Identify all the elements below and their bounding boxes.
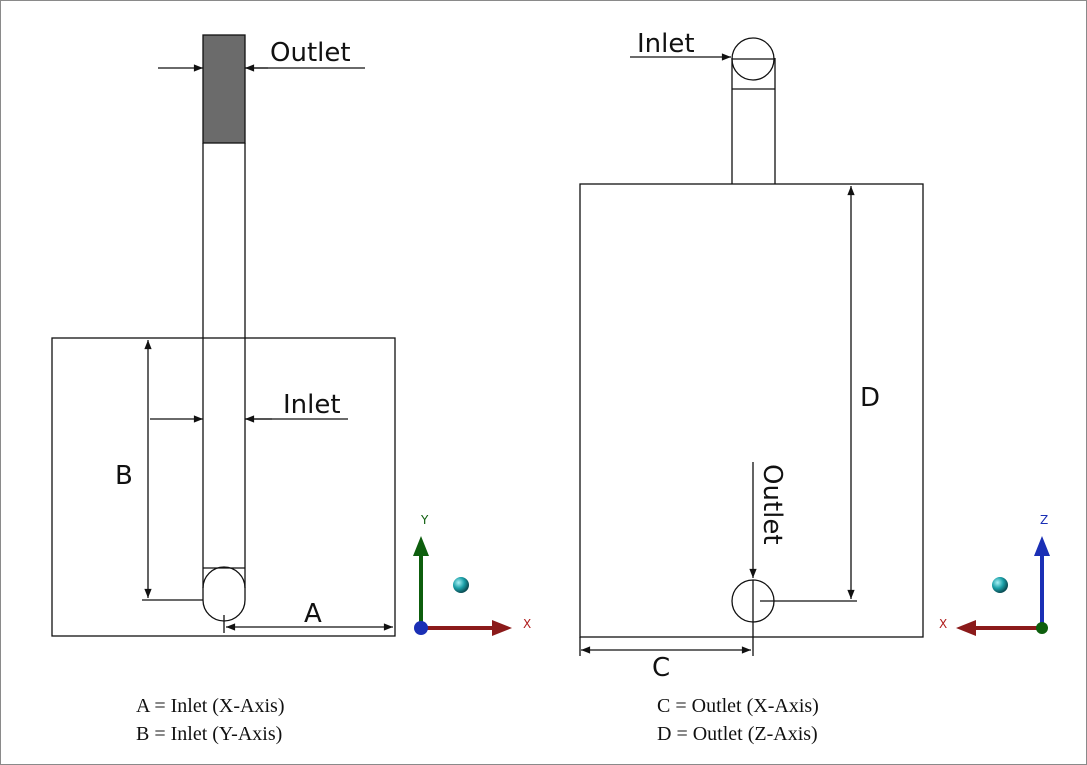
left-outlet-label: Outlet <box>270 38 351 68</box>
left-y-axis-label: Y <box>420 513 429 527</box>
right-z-axis-label: Z <box>1040 513 1048 527</box>
right-outlet-label: Outlet <box>757 464 787 545</box>
caption-c: C = Outlet (X-Axis) <box>657 695 819 717</box>
right-axis-triad <box>956 536 1050 636</box>
right-view <box>579 37 924 656</box>
dim-b-label: B <box>115 461 133 491</box>
right-inlet-label: Inlet <box>637 29 695 59</box>
caption-b: B = Inlet (Y-Axis) <box>136 723 283 745</box>
right-x-axis-label: X <box>939 617 947 631</box>
caption-d: D = Outlet (Z-Axis) <box>657 723 818 745</box>
left-outlet-section <box>202 34 246 144</box>
dim-c-label: C <box>652 653 670 683</box>
left-view <box>51 34 396 637</box>
right-triad-sphere <box>992 577 1008 593</box>
left-tank-outline <box>51 337 396 637</box>
dim-a-label: A <box>304 599 322 629</box>
right-tank-outline <box>579 183 924 638</box>
right-caption: C = Outlet (X-Axis) D = Outlet (Z-Axis) <box>657 692 819 748</box>
left-caption: A = Inlet (X-Axis) B = Inlet (Y-Axis) <box>136 692 284 748</box>
left-triad-sphere <box>453 577 469 593</box>
left-axis-triad <box>413 536 512 636</box>
caption-a: A = Inlet (X-Axis) <box>136 695 285 717</box>
left-pipe-bottom-arc <box>202 566 246 589</box>
left-pipe-body <box>202 143 246 622</box>
left-inlet-label: Inlet <box>283 390 341 420</box>
left-x-axis-label: X <box>523 617 531 631</box>
dim-d-label: D <box>860 383 880 413</box>
